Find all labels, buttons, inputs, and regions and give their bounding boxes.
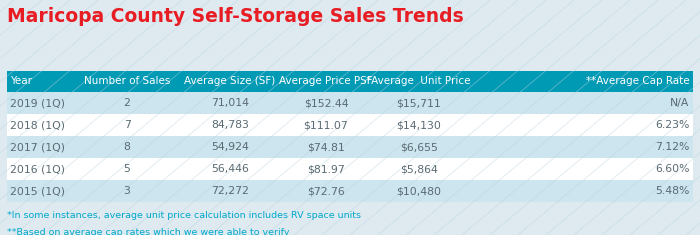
Text: *In some instances, average unit price calculation includes RV space units: *In some instances, average unit price c… — [7, 212, 361, 220]
Text: 2018 (1Q): 2018 (1Q) — [10, 120, 65, 130]
Text: 54,924: 54,924 — [211, 142, 249, 152]
Bar — [7, 158, 693, 180]
Bar — [7, 92, 693, 114]
Text: 8: 8 — [124, 142, 130, 152]
Text: 2017 (1Q): 2017 (1Q) — [10, 142, 65, 152]
Text: N/A: N/A — [670, 98, 690, 108]
Text: Maricopa County Self-Storage Sales Trends: Maricopa County Self-Storage Sales Trend… — [7, 7, 463, 26]
Text: $72.76: $72.76 — [307, 186, 345, 196]
Text: 56,446: 56,446 — [211, 164, 249, 174]
Text: $14,130: $14,130 — [396, 120, 441, 130]
Text: $81.97: $81.97 — [307, 164, 345, 174]
Text: $152.44: $152.44 — [304, 98, 349, 108]
Text: $5,864: $5,864 — [400, 164, 438, 174]
Text: 6.23%: 6.23% — [655, 120, 690, 130]
Text: $111.07: $111.07 — [304, 120, 349, 130]
Bar — [7, 136, 693, 158]
Bar — [7, 114, 693, 136]
Text: 84,783: 84,783 — [211, 120, 249, 130]
Text: Average Price PSF: Average Price PSF — [279, 76, 373, 86]
Text: 2: 2 — [124, 98, 130, 108]
Text: 2019 (1Q): 2019 (1Q) — [10, 98, 65, 108]
Text: **Average Cap Rate: **Average Cap Rate — [586, 76, 690, 86]
Text: $15,711: $15,711 — [396, 98, 441, 108]
Text: Average Size (SF): Average Size (SF) — [184, 76, 276, 86]
Text: *Average  Unit Price: *Average Unit Price — [366, 76, 471, 86]
Text: $74.81: $74.81 — [307, 142, 345, 152]
Text: Number of Sales: Number of Sales — [84, 76, 170, 86]
Text: Year: Year — [10, 76, 32, 86]
Text: $6,655: $6,655 — [400, 142, 438, 152]
Text: 5.48%: 5.48% — [655, 186, 690, 196]
Text: 2015 (1Q): 2015 (1Q) — [10, 186, 65, 196]
Text: 71,014: 71,014 — [211, 98, 249, 108]
Text: 6.60%: 6.60% — [655, 164, 690, 174]
Text: 3: 3 — [124, 186, 130, 196]
Text: 72,272: 72,272 — [211, 186, 249, 196]
Text: 5: 5 — [124, 164, 130, 174]
Text: $10,480: $10,480 — [396, 186, 441, 196]
Text: 2016 (1Q): 2016 (1Q) — [10, 164, 65, 174]
Text: **Based on average cap rates which we were able to verify: **Based on average cap rates which we we… — [7, 228, 290, 235]
Bar — [7, 180, 693, 202]
Text: 7: 7 — [124, 120, 130, 130]
Bar — [7, 70, 693, 92]
Text: 7.12%: 7.12% — [655, 142, 690, 152]
